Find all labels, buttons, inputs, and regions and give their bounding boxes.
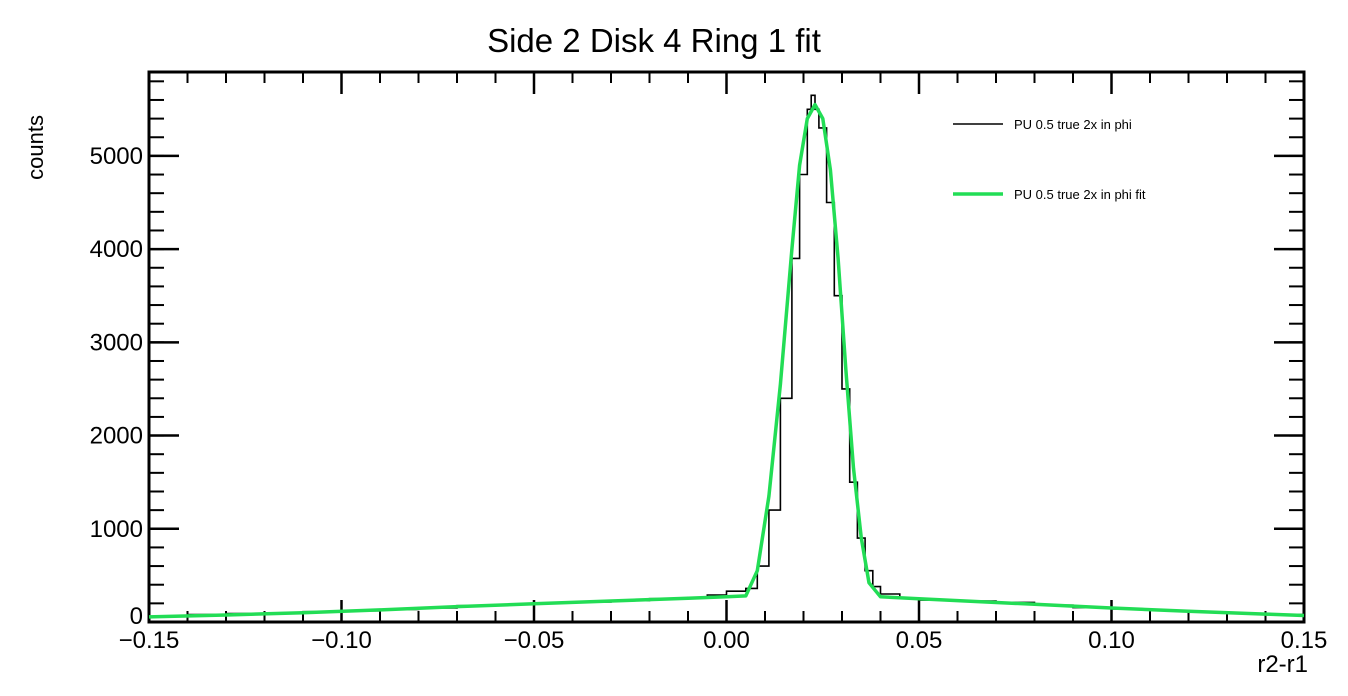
plot-area: −0.15 −0.10 −0.05 0.00 0.05 0.10 0.15 0 1000 2000… [90,70,1328,654]
x-tick-label: −0.05 [504,627,565,654]
y-axis-label: counts [23,115,48,180]
y-tick-label: 2000 [90,423,143,450]
y-tick-label: 1000 [90,516,143,543]
x-tick-label: 0.00 [703,627,750,654]
x-tick-label: 0.05 [896,627,943,654]
legend: PU 0.5 true 2x in phi PU 0.5 true 2x in p… [953,117,1146,202]
x-tick-label: −0.15 [119,627,180,654]
x-tick-label: −0.10 [311,627,372,654]
x-tick-label: 0.10 [1088,627,1135,654]
series-histogram [149,94,1305,618]
series-fit-line [148,102,1305,619]
legend-label: PU 0.5 true 2x in phi [1014,117,1132,132]
chart-title: Side 2 Disk 4 Ring 1 fit [487,22,821,59]
y-tick-label: 5000 [90,143,143,170]
x-tick-label: 0.15 [1281,627,1328,654]
x-axis-label: r2-r1 [1257,651,1308,678]
y-tick-label: 4000 [90,236,143,263]
y-tick-label: 0 [130,603,143,630]
y-tick-label: 3000 [90,329,143,356]
legend-label: PU 0.5 true 2x in phi fit [1014,187,1146,202]
plot-frame [147,70,1306,624]
